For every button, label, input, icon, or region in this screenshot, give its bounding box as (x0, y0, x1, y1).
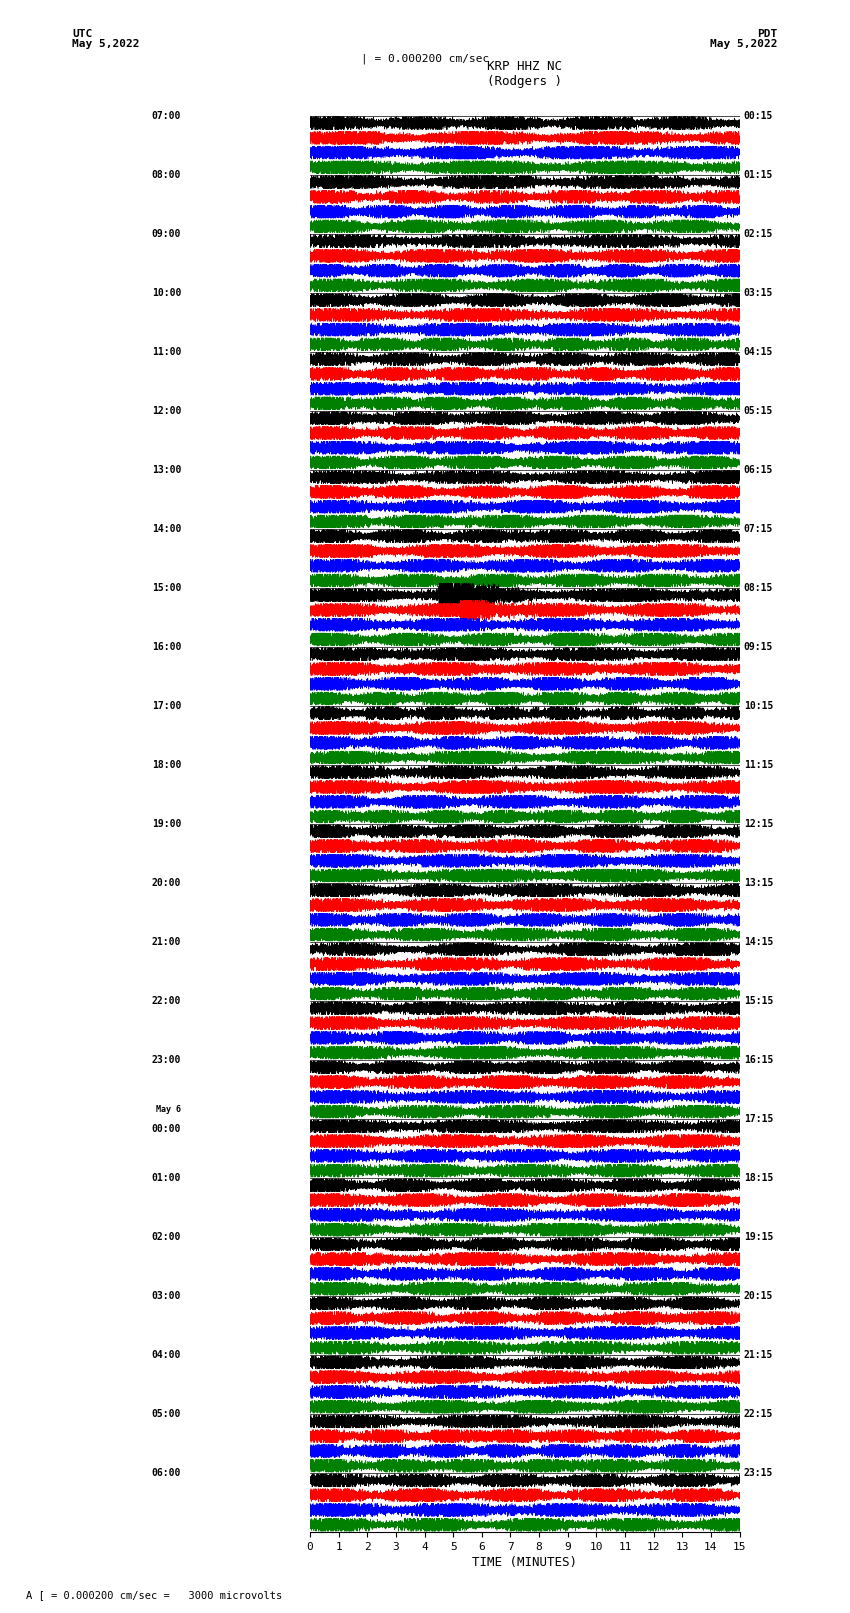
Text: 21:15: 21:15 (744, 1350, 774, 1360)
Text: 18:00: 18:00 (152, 760, 181, 769)
Text: 23:00: 23:00 (152, 1055, 181, 1065)
Text: 21:00: 21:00 (152, 937, 181, 947)
Title: KRP HHZ NC
(Rodgers ): KRP HHZ NC (Rodgers ) (487, 60, 562, 89)
Text: 11:00: 11:00 (152, 347, 181, 356)
Text: 07:00: 07:00 (152, 111, 181, 121)
Text: May 5,2022: May 5,2022 (72, 39, 139, 48)
Text: 11:15: 11:15 (744, 760, 774, 769)
Text: 06:15: 06:15 (744, 465, 774, 474)
Text: 19:15: 19:15 (744, 1232, 774, 1242)
Text: 05:00: 05:00 (152, 1410, 181, 1419)
Text: 14:15: 14:15 (744, 937, 774, 947)
Text: 13:00: 13:00 (152, 465, 181, 474)
Text: 07:15: 07:15 (744, 524, 774, 534)
Text: 02:00: 02:00 (152, 1232, 181, 1242)
Text: 05:15: 05:15 (744, 406, 774, 416)
Text: 02:15: 02:15 (744, 229, 774, 239)
Text: 08:00: 08:00 (152, 169, 181, 179)
Text: May 6: May 6 (156, 1105, 181, 1115)
Text: UTC: UTC (72, 29, 93, 39)
Text: 19:00: 19:00 (152, 819, 181, 829)
Text: 00:15: 00:15 (744, 111, 774, 121)
Text: 00:00: 00:00 (152, 1124, 181, 1134)
Text: 10:15: 10:15 (744, 702, 774, 711)
Text: 17:00: 17:00 (152, 702, 181, 711)
Text: 22:15: 22:15 (744, 1410, 774, 1419)
Text: A [ = 0.000200 cm/sec =   3000 microvolts: A [ = 0.000200 cm/sec = 3000 microvolts (26, 1590, 281, 1600)
Text: 03:00: 03:00 (152, 1290, 181, 1302)
Text: 04:15: 04:15 (744, 347, 774, 356)
Text: 08:15: 08:15 (744, 582, 774, 594)
Text: 06:00: 06:00 (152, 1468, 181, 1478)
Text: 10:00: 10:00 (152, 287, 181, 298)
Text: 01:15: 01:15 (744, 169, 774, 179)
Text: 15:00: 15:00 (152, 582, 181, 594)
Text: 15:15: 15:15 (744, 995, 774, 1007)
Text: 09:15: 09:15 (744, 642, 774, 652)
Text: 18:15: 18:15 (744, 1173, 774, 1182)
Text: 17:15: 17:15 (744, 1115, 774, 1124)
Text: May 5,2022: May 5,2022 (711, 39, 778, 48)
Text: 20:15: 20:15 (744, 1290, 774, 1302)
Text: 16:15: 16:15 (744, 1055, 774, 1065)
Text: PDT: PDT (757, 29, 778, 39)
Text: | = 0.000200 cm/sec: | = 0.000200 cm/sec (361, 53, 489, 65)
Text: 03:15: 03:15 (744, 287, 774, 298)
Text: 23:15: 23:15 (744, 1468, 774, 1478)
Text: 13:15: 13:15 (744, 877, 774, 887)
Text: 16:00: 16:00 (152, 642, 181, 652)
Text: 12:00: 12:00 (152, 406, 181, 416)
Text: 04:00: 04:00 (152, 1350, 181, 1360)
Text: 20:00: 20:00 (152, 877, 181, 887)
X-axis label: TIME (MINUTES): TIME (MINUTES) (473, 1557, 577, 1569)
Text: 01:00: 01:00 (152, 1173, 181, 1182)
Text: 09:00: 09:00 (152, 229, 181, 239)
Text: 12:15: 12:15 (744, 819, 774, 829)
Text: 14:00: 14:00 (152, 524, 181, 534)
Text: 22:00: 22:00 (152, 995, 181, 1007)
